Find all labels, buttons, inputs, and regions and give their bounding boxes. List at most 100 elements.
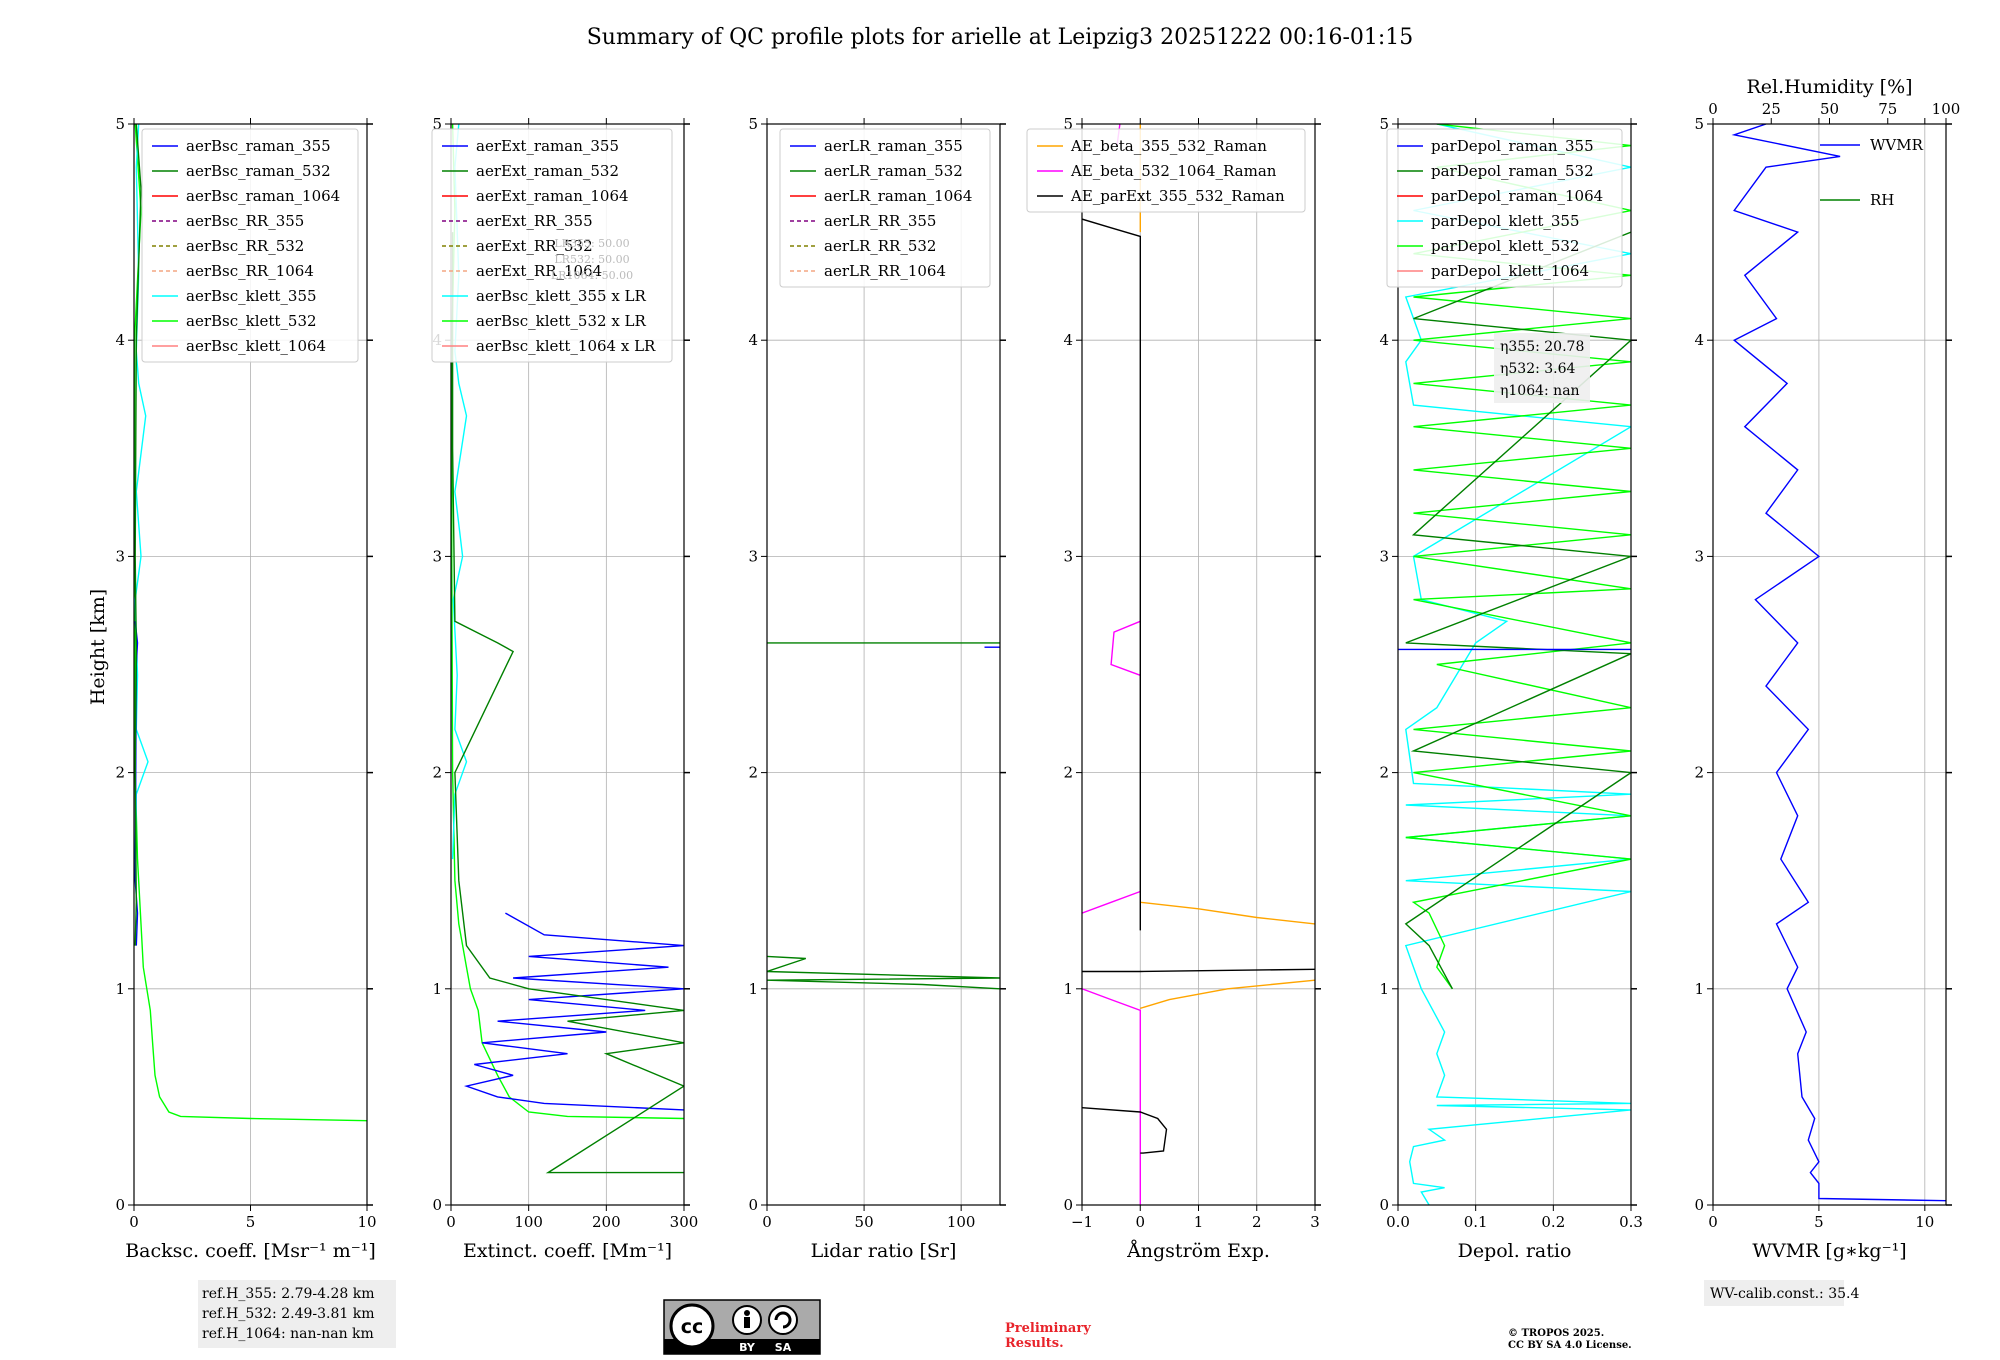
- legend-label: parDepol_raman_532: [1431, 162, 1594, 180]
- legend-label: parDepol_raman_355: [1431, 137, 1594, 155]
- y-tick-label: 3: [115, 547, 125, 565]
- lr-faint-text: LR1064: 50.00: [551, 269, 633, 282]
- legend-label: RH: [1870, 191, 1894, 209]
- x-axis-label: Backsc. coeff. [Msr⁻¹ m⁻¹]: [125, 1240, 376, 1262]
- by-person-body-icon: [744, 1317, 750, 1328]
- y-tick-label: 5: [1063, 115, 1073, 133]
- x-axis-label: WVMR [g∗kg⁻¹]: [1752, 1240, 1906, 1262]
- lr-faint-text: LR532: 50.00: [554, 253, 629, 266]
- y-tick-label: 3: [1694, 547, 1704, 565]
- y-tick-label: 4: [115, 331, 125, 349]
- x-tick-label: 3: [1310, 1213, 1320, 1231]
- y-tick-label: 5: [1694, 115, 1704, 133]
- sa-arrow-icon: [774, 1311, 792, 1329]
- x-tick-label: 100: [514, 1213, 543, 1231]
- x-tick-label: 0: [1135, 1213, 1145, 1231]
- y-tick-label: 2: [748, 764, 758, 782]
- legend-label: AE_parExt_355_532_Raman: [1070, 187, 1285, 205]
- x-tick-label: 2: [1252, 1213, 1262, 1231]
- figure-title: Summary of QC profile plots for arielle …: [587, 25, 1414, 50]
- legend-label: aerBsc_klett_532 x LR: [476, 312, 647, 330]
- series-group: [134, 124, 367, 1122]
- legend-box: [1026, 128, 1306, 213]
- legend-label: parDepol_klett_532: [1431, 237, 1580, 255]
- top-x-tick-label: 100: [1932, 100, 1961, 118]
- axes-frame: [766, 123, 1001, 1206]
- panel-ext: 0100200300012345Extinct. coeff. [Mm⁻¹]ae…: [431, 115, 699, 1262]
- series-group: [1082, 124, 1315, 1205]
- legend-label: aerBsc_raman_532: [186, 162, 331, 180]
- x-tick-label: 5: [246, 1213, 256, 1231]
- x-tick-label: 10: [357, 1213, 376, 1231]
- legend-label: aerExt_RR_1064: [476, 262, 602, 280]
- y-tick-label: 0: [1694, 1196, 1704, 1214]
- cc-license-logo: cc BY SA: [663, 1299, 821, 1355]
- axes-frame: [1712, 123, 1947, 1206]
- top-x-tick-label: 50: [1820, 100, 1839, 118]
- y-tick-label: 1: [1063, 980, 1073, 998]
- y-tick-label: 1: [115, 980, 125, 998]
- cc-circle-icon: [669, 1303, 715, 1349]
- x-tick-label: 300: [670, 1213, 699, 1231]
- y-tick-label: 4: [748, 331, 758, 349]
- series-line-aerBsc_klett_532: [134, 124, 367, 1122]
- legend-label: aerBsc_raman_1064: [186, 187, 340, 205]
- y-tick-label: 4: [1063, 331, 1073, 349]
- x-tick-label: 0.1: [1464, 1213, 1488, 1231]
- y-tick-label: 5: [1379, 115, 1389, 133]
- legend-label: AE_beta_532_1064_Raman: [1070, 162, 1277, 180]
- x-tick-label: 10: [1915, 1213, 1934, 1231]
- legend-label: aerBsc_RR_532: [186, 237, 304, 255]
- legend-label: aerExt_raman_355: [476, 137, 619, 155]
- series-line-aerBsc_klett_532 x LR: [451, 124, 684, 1120]
- legend-label: aerExt_RR_532: [476, 237, 593, 255]
- legend-label: aerBsc_klett_355 x LR: [476, 287, 647, 305]
- legend-label: aerLR_raman_532: [824, 162, 963, 180]
- wv-calib-text: WV-calib.const.: 35.4: [1710, 1286, 1859, 1302]
- series-group: [1398, 124, 1631, 1205]
- series-line-AE_parExt_355_532_Raman: [1082, 1107, 1168, 1154]
- legend-label: parDepol_raman_1064: [1431, 187, 1603, 205]
- panel-lr: 0 50 100 0 1 2 3 4 5 Lidar ratio [Sr] aerLR_raman_…: [748, 115, 1006, 1262]
- y-tick-label: 0: [115, 1196, 125, 1214]
- legend-label: aerExt_RR_355: [476, 212, 593, 230]
- axes-frame: [1397, 123, 1632, 1206]
- preliminary-text-2: Results.: [1005, 1336, 1064, 1351]
- x-tick-label: 0: [762, 1213, 772, 1231]
- legend-label: aerBsc_RR_355: [186, 212, 304, 230]
- x-tick-label: −1: [1071, 1213, 1093, 1231]
- eta-text: η355: 20.78: [1500, 339, 1584, 355]
- legend-label: aerExt_raman_532: [476, 162, 619, 180]
- legend-label: WVMR: [1870, 136, 1924, 154]
- wv-calib-bg: [1704, 1280, 1844, 1306]
- x-axis-label: Depol. ratio: [1458, 1240, 1572, 1262]
- legend-label: AE_beta_355_532_Raman: [1070, 137, 1267, 155]
- x-tick-label: 50: [855, 1213, 874, 1231]
- series-group: [767, 642, 1000, 990]
- legend-label: aerBsc_klett_1064: [186, 337, 326, 355]
- series-group: [1731, 124, 1946, 1202]
- series-line-AE_beta_532_1064_Raman: [1082, 988, 1142, 1205]
- y-tick-label: 3: [1063, 547, 1073, 565]
- preliminary-text-1: Preliminary: [1005, 1321, 1091, 1336]
- y-tick-label: 1: [432, 980, 442, 998]
- series-line-AE_beta_355_532_Raman: [1140, 979, 1315, 1009]
- legend-label: aerBsc_raman_355: [186, 137, 331, 155]
- y-tick-label: 3: [432, 547, 442, 565]
- series-line-WVMR: [1731, 124, 1946, 1202]
- legend-label: aerLR_RR_1064: [824, 262, 946, 280]
- cc-logo-text: cc: [681, 1316, 704, 1338]
- x-tick-label: 0.3: [1619, 1213, 1643, 1231]
- refh-box: ref.H_355: 2.79-4.28 km ref.H_532: 2.49-…: [198, 1280, 396, 1348]
- series-line-aerExt_raman_532: [451, 232, 684, 1174]
- legend-box: [779, 128, 991, 288]
- legend-label: aerBsc_klett_1064 x LR: [476, 337, 656, 355]
- legend-label: parDepol_klett_1064: [1431, 262, 1589, 280]
- top-x-tick-label: 0: [1708, 100, 1718, 118]
- sa-share-icon: [768, 1305, 798, 1335]
- x-tick-label: 1: [1194, 1213, 1204, 1231]
